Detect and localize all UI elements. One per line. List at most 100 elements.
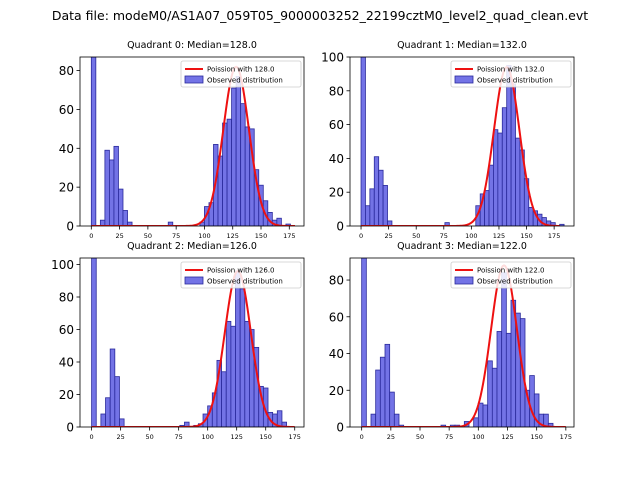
histogram-bar xyxy=(477,402,484,427)
poisson-curve xyxy=(91,65,295,226)
histogram-bar xyxy=(104,149,110,226)
histogram-bar xyxy=(393,413,400,427)
histogram-bar xyxy=(382,185,388,226)
x-tick-label: 50 xyxy=(145,433,153,441)
x-tick-label: 100 xyxy=(465,232,477,240)
y-tick-label: 100 xyxy=(321,51,344,65)
x-tick-label: 25 xyxy=(384,232,392,240)
histogram-bar xyxy=(109,348,116,427)
subplot-title: Quadrant 1: Median=132.0 xyxy=(397,40,527,51)
y-tick-label: 80 xyxy=(329,274,344,288)
histogram-bar xyxy=(491,367,498,427)
histogram-bar xyxy=(100,413,106,427)
histogram-bar xyxy=(528,207,534,226)
histogram-bar xyxy=(529,375,535,427)
x-tick-label: 25 xyxy=(387,433,395,441)
histogram-bar xyxy=(231,87,237,226)
histogram-bar xyxy=(230,325,236,427)
histogram-bar xyxy=(373,156,380,226)
poisson-curve xyxy=(91,269,295,427)
histogram-bar xyxy=(105,397,111,427)
legend-hist-label: Observed distribution xyxy=(477,278,553,286)
axes-frame xyxy=(349,257,575,428)
histogram-bar xyxy=(221,371,227,427)
histogram-bar xyxy=(244,320,250,427)
y-tick-label: 80 xyxy=(329,84,344,98)
histogram-bar xyxy=(482,404,489,427)
histogram-bar xyxy=(281,421,287,427)
legend-curve-label: Poission with 126.0 xyxy=(207,267,275,275)
y-tick-label: 40 xyxy=(329,152,344,166)
legend-curve-label: Poission with 132.0 xyxy=(477,66,545,74)
y-tick-label: 20 xyxy=(59,181,74,195)
x-tick-label: 125 xyxy=(493,232,505,240)
histogram-bar xyxy=(119,418,125,427)
x-tick-label: 100 xyxy=(198,232,210,240)
y-tick-label: 40 xyxy=(59,356,74,370)
histogram-bar xyxy=(510,83,516,226)
subplot-quadrant-0: Quadrant 0: Median=128.0 0 25 50 75 100 125 150… xyxy=(59,40,305,240)
histogram-bars xyxy=(91,258,287,427)
y-tick-label: 0 xyxy=(66,421,74,435)
y-tick-label: 80 xyxy=(59,291,74,305)
x-tick-label: 175 xyxy=(283,232,295,240)
y-tick-label: 60 xyxy=(329,118,344,132)
poisson-curve xyxy=(361,264,566,427)
x-tick-label: 75 xyxy=(445,433,453,441)
legend-box xyxy=(450,261,572,289)
y-tick-label: 40 xyxy=(59,142,74,156)
histogram-bar xyxy=(488,164,494,226)
histogram-bar xyxy=(389,391,395,427)
y-tick-label: 40 xyxy=(329,347,344,361)
histogram-bar xyxy=(473,417,479,427)
axes-frame xyxy=(79,257,305,428)
x-tick-label: 75 xyxy=(440,232,448,240)
histogram-bar xyxy=(487,360,493,427)
axes-frame xyxy=(79,56,305,227)
x-tick-label: 150 xyxy=(520,232,532,240)
figure-suptitle: Data file: modeM0/AS1A07_059T05_90000032… xyxy=(52,8,588,23)
x-tick-label: 150 xyxy=(259,433,271,441)
histogram-bar xyxy=(122,210,128,226)
x-tick-label: 50 xyxy=(144,232,152,240)
x-tick-label: 100 xyxy=(472,433,484,441)
histogram-bar xyxy=(365,205,371,226)
histogram-bar xyxy=(360,57,366,226)
subplot-quadrant-2: Quadrant 2: Median=126.0 0 25 50 75 100 125 150… xyxy=(51,241,305,441)
subplot-title: Quadrant 0: Median=128.0 xyxy=(127,40,257,51)
y-tick-label: 20 xyxy=(329,384,344,398)
y-tick-label: 60 xyxy=(59,103,74,117)
histogram-bar xyxy=(235,76,242,226)
histogram-bar xyxy=(109,159,115,226)
histogram-bar xyxy=(235,270,241,427)
x-tick-label: 175 xyxy=(560,433,572,441)
histogram-bar xyxy=(222,122,228,226)
histogram-bar xyxy=(497,132,503,226)
legend-hist-swatch xyxy=(454,276,474,285)
x-tick-label: 175 xyxy=(289,433,301,441)
histogram-bar xyxy=(226,118,233,226)
histogram-bar xyxy=(113,145,119,226)
histogram-bar xyxy=(276,410,283,427)
y-tick-label: 20 xyxy=(59,388,74,402)
histogram-bar xyxy=(91,258,97,427)
histogram-bar xyxy=(501,107,508,226)
histogram-bar xyxy=(506,65,512,226)
histogram-bar xyxy=(484,190,490,226)
legend-box xyxy=(180,60,302,88)
histogram-bar xyxy=(114,376,120,427)
x-tick-label: 0 xyxy=(90,433,94,441)
x-tick-label: 75 xyxy=(175,433,183,441)
x-tick-label: 175 xyxy=(548,232,560,240)
legend: Poission with 132.0 Observed distribution xyxy=(450,60,572,88)
subplot-quadrant-1: Quadrant 1: Median=132.0 0 25 50 75 100 125 150… xyxy=(321,40,575,240)
histogram-bar xyxy=(127,221,133,226)
legend-box xyxy=(180,261,302,289)
histogram-bar xyxy=(505,332,512,427)
histogram-bar xyxy=(543,413,549,427)
legend-hist-label: Observed distribution xyxy=(477,77,553,85)
histogram-bar xyxy=(493,129,499,226)
legend: Poission with 122.0 Observed distribution xyxy=(450,261,572,289)
x-tick-label: 125 xyxy=(501,433,513,441)
histogram-bar xyxy=(496,331,503,427)
